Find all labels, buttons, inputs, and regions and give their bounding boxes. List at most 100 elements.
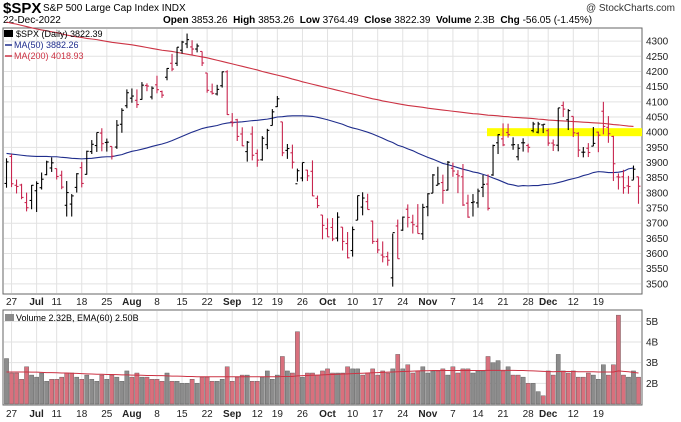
price-bar [541,123,546,134]
x-tick-label: 17 [372,297,384,308]
open-value: 3853.26 [191,15,228,26]
volume-bar [545,370,551,405]
price-bar [170,53,175,72]
price-tick-label: 4300 [646,37,669,48]
price-bar [114,120,119,149]
volume-bar [270,379,275,405]
volume-bar [34,376,39,405]
x-tick-label-lower: 7 [450,409,456,420]
price-bar [109,145,114,160]
price-bar [54,168,59,180]
price-bar [195,43,200,53]
price-bar [159,90,164,98]
stockcharts-watermark: @ StockCharts.com [585,3,675,14]
volume-bar [124,370,130,405]
volume-bar [320,370,325,405]
ohlc-summary: Open 3853.26 High 3853.26 Low 3764.49 Cl… [163,15,592,26]
close-value: 3822.39 [394,15,431,26]
price-bar [84,150,89,175]
highlight-band [487,128,642,137]
volume-tick-label: 2B [646,379,659,390]
high-label: High [233,15,256,26]
price-bar [315,195,320,209]
ma50-legend-label: MA(50) 3882.26 [14,40,79,50]
volume-bar [355,368,360,405]
x-tick-label-lower: 25 [101,409,113,420]
volume-bar [375,374,380,405]
price-bar [154,75,159,94]
price-tick-label: 3800 [646,188,669,199]
ma200-legend-label: MA(200) 4018.93 [14,51,84,61]
volume-bar [149,379,155,405]
price-bar [415,204,420,235]
x-tick-label-lower: 12 [252,409,264,420]
volume-bar [515,374,521,405]
volume-value: 2.3B [474,15,495,26]
volume-bar [194,383,200,405]
volume-tick-label: 5B [646,317,659,328]
volume-bar [14,372,19,405]
price-bar [295,168,300,185]
volume-bar [581,376,586,405]
price-bar [475,188,480,208]
volume-bar [480,370,486,405]
x-tick-label-lower: 8 [154,409,160,420]
price-bar [355,195,360,221]
x-tick-label-lower: 26 [297,409,309,420]
volume-bar [164,372,170,405]
price-bar [621,169,626,194]
price-bar [260,136,265,161]
index-name: S&P 500 Large Cap Index [43,3,160,14]
price-bar [445,161,450,191]
volume-bar [370,368,375,405]
volume-tick-label: 4B [646,338,659,349]
price-bar [491,144,496,176]
x-tick-label: Aug [122,297,141,308]
volume-bar [260,376,265,405]
price-bar [460,164,465,206]
price-bar [200,50,205,67]
volume-bar [550,374,556,405]
x-tick-label-lower: 21 [498,409,510,420]
price-bar [24,192,29,212]
price-bar [175,46,180,67]
price-tick-label: 3750 [646,204,669,215]
price-bar [596,131,601,153]
volume-bar [109,374,115,405]
price-bar [350,226,355,257]
price-bar [360,192,365,216]
x-tick-label: Nov [418,297,437,308]
price-bar [335,212,340,242]
volume-bar [99,374,105,405]
price-bar [129,88,134,103]
price-bar [586,143,591,158]
price-bar [134,89,139,108]
close-label: Close [364,15,392,26]
price-bar [420,203,425,240]
price-bar [536,121,541,134]
volume-bar [565,372,571,405]
x-tick-label: 25 [101,297,113,308]
price-bar [180,40,185,54]
x-tick-label: 24 [397,297,409,308]
price-bar [571,115,576,138]
x-tick-label: 28 [523,297,535,308]
volume-bar [405,364,411,405]
volume-bar [520,376,526,405]
price-tick-label: 4100 [646,97,669,108]
price-bar [124,89,129,109]
x-tick-label-lower: Aug [122,409,141,420]
price-bar [405,204,410,228]
price-tick-label: 4250 [646,52,669,63]
price-bar [511,137,516,150]
price-bar [320,214,325,240]
x-tick-label: Sep [223,297,241,308]
ma50-line-group [6,115,634,187]
x-tick-label-lower: Jul [29,409,44,420]
volume-bar [636,376,641,405]
volume-bar [129,376,135,405]
price-bar [49,157,54,172]
volume-bar [455,372,461,405]
volume-bar [4,358,9,405]
price-bar [119,108,124,133]
